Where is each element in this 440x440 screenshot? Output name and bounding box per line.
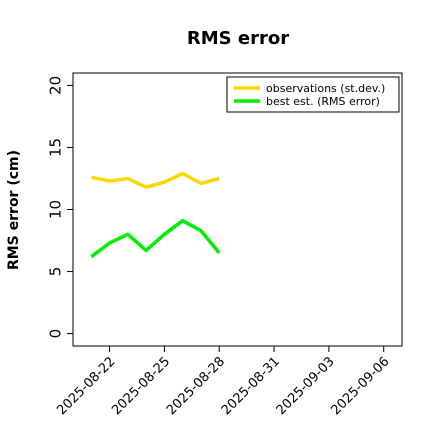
y-tick-label: 20 xyxy=(46,76,64,95)
x-tick-label: 2025-09-06 xyxy=(329,354,393,418)
y-axis: 0 5 10 15 20 xyxy=(46,76,73,339)
y-tick-label: 0 xyxy=(46,329,64,339)
y-tick-label: 10 xyxy=(46,200,64,219)
series-lines xyxy=(90,171,221,259)
y-tick-label: 15 xyxy=(46,138,64,157)
series-line-1 xyxy=(90,171,220,189)
x-tick-label: 2025-08-31 xyxy=(219,354,283,418)
legend-label: best est. (RMS error) xyxy=(266,95,380,108)
x-axis: 2025-08-222025-08-252025-08-282025-08-31… xyxy=(54,346,393,418)
y-tick-label: 5 xyxy=(46,267,64,277)
plot-area-frame xyxy=(72,72,403,347)
x-tick-label: 2025-08-28 xyxy=(164,354,228,418)
chart-title: RMS error xyxy=(187,28,289,49)
legend-label: observations (st.dev.) xyxy=(266,82,385,95)
x-tick-label: 2025-09-03 xyxy=(274,354,338,418)
series-line-2 xyxy=(90,218,221,259)
legend: observations (st.dev.)best est. (RMS err… xyxy=(226,76,400,113)
x-tick-label: 2025-08-25 xyxy=(109,354,173,418)
x-tick-label: 2025-08-22 xyxy=(54,354,118,418)
y-axis-label: RMS error (cm) xyxy=(6,150,22,270)
legend-box xyxy=(226,76,400,113)
